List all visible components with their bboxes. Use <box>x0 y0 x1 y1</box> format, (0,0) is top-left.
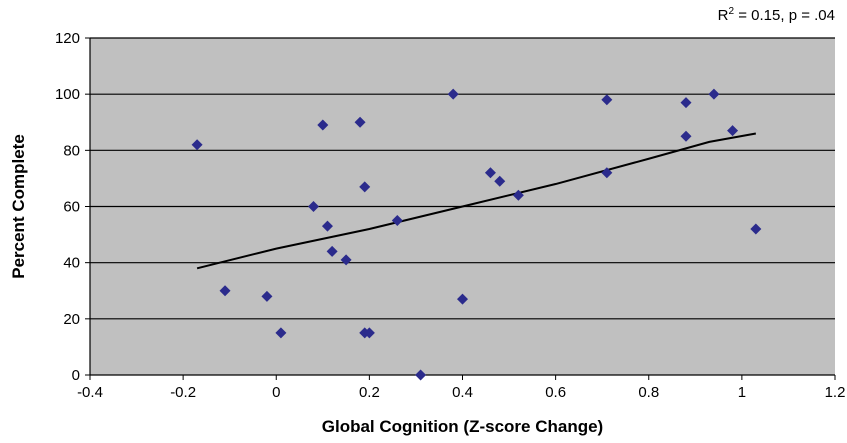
data-point <box>680 97 692 109</box>
y-tick-label: 120 <box>55 30 80 47</box>
x-axis-title: Global Cognition (Z-score Change) <box>322 417 603 436</box>
x-tick-label: 0.2 <box>359 384 380 401</box>
y-tick-labels: 0 20 40 60 80 100 120 <box>55 30 80 384</box>
data-point <box>340 254 352 266</box>
data-point <box>680 130 692 142</box>
trendline <box>196 132 757 270</box>
y-axis-title: Percent Complete <box>9 134 28 279</box>
x-tick-label: -0.4 <box>77 384 103 401</box>
data-point <box>457 293 468 305</box>
data-point <box>750 223 762 235</box>
data-point <box>727 125 739 137</box>
data-point <box>447 88 459 100</box>
data-point <box>354 116 366 128</box>
data-point <box>191 139 203 151</box>
x-tick-label: 0.8 <box>638 384 659 401</box>
x-tick-labels: -0.4 -0.2 0 0.2 0.4 0.6 0.8 1 1.2 <box>77 384 845 401</box>
data-point <box>275 327 287 339</box>
x-tick-label: 1 <box>738 384 746 401</box>
y-tick-label: 100 <box>55 86 80 103</box>
y-tick-label: 40 <box>63 255 80 272</box>
x-tick-label: 0 <box>272 384 280 401</box>
data-point <box>308 201 319 212</box>
x-tick-label: 0.6 <box>545 384 566 401</box>
y-tick-label: 80 <box>63 142 80 159</box>
data-point <box>359 181 371 193</box>
data-point <box>601 167 613 179</box>
axes <box>85 37 836 380</box>
data-point <box>601 94 613 106</box>
data-point <box>484 167 496 179</box>
data-markers <box>191 88 762 381</box>
x-tick-label: 1.2 <box>825 384 846 401</box>
y-tick-label: 60 <box>63 199 80 216</box>
y-tick-label: 20 <box>63 311 80 328</box>
data-point <box>415 369 427 381</box>
y-tick-label: 0 <box>72 367 80 384</box>
data-point <box>321 220 333 232</box>
regression-annotation: R2 = 0.15, p = .04 <box>717 6 835 24</box>
data-point <box>317 119 329 131</box>
data-point <box>326 245 338 257</box>
data-point <box>363 327 375 339</box>
data-point <box>391 215 403 227</box>
data-point <box>512 189 524 201</box>
data-point <box>219 285 231 297</box>
x-tick-label: 0.4 <box>452 384 473 401</box>
data-point <box>708 88 720 100</box>
data-point <box>261 290 273 302</box>
x-tick-label: -0.2 <box>170 384 196 401</box>
data-point <box>494 175 506 187</box>
